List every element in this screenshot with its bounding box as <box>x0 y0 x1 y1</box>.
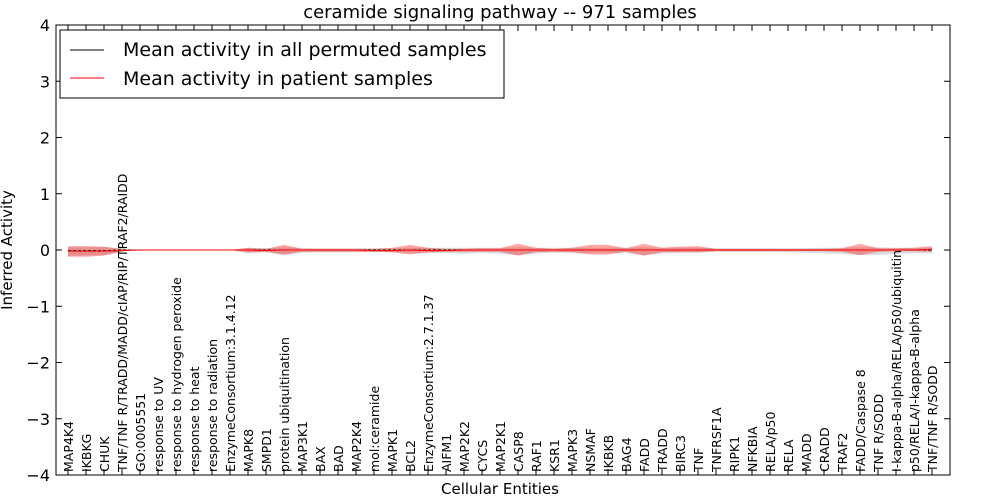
y-tick-label: 4 <box>40 16 50 35</box>
x-tick-label: response to radiation <box>205 339 220 472</box>
legend-label-patient: Mean activity in patient samples <box>123 68 433 90</box>
x-tick-label: AIFM1 <box>439 434 454 472</box>
x-tick-label: TNF <box>691 448 706 473</box>
y-tick-label: 0 <box>40 241 50 260</box>
x-tick-label: TRADD <box>655 428 670 473</box>
x-tick-label: BAD <box>331 445 346 472</box>
x-tick-label: MAP4K4 <box>61 421 76 472</box>
legend-frame <box>59 29 505 99</box>
x-tick-label: BIRC3 <box>673 435 688 472</box>
x-tick-label: BAG4 <box>619 437 634 472</box>
y-axis-label: Inferred Activity <box>0 190 16 310</box>
x-tick-label: RIPK1 <box>727 436 742 472</box>
y-tick-label: 3 <box>40 72 50 91</box>
x-tick-label: IKBKG <box>79 434 94 472</box>
x-tick-label: EnzymeConsortium:3.1.4.12 <box>223 294 238 472</box>
x-tick-label: CYCS <box>475 440 490 472</box>
x-tick-label: response to heat <box>187 366 202 472</box>
x-tick-label: response to hydrogen peroxide <box>169 277 184 472</box>
x-tick-label: NFKBIA <box>745 426 760 472</box>
x-tick-label: FADD <box>637 438 652 472</box>
x-tick-label: EnzymeConsortium:2.7.1.37 <box>421 294 436 472</box>
x-tick-label: CRADD <box>817 427 832 472</box>
x-tick-label: TNF/TNF R/SODD <box>925 366 940 473</box>
x-tick-label: NSMAF <box>583 428 598 472</box>
x-tick-label: protein ubiquitination <box>277 337 292 472</box>
x-tick-label: CASP8 <box>511 431 526 472</box>
x-tick-label: BAX <box>313 446 328 472</box>
y-tick-label: 2 <box>40 129 50 148</box>
x-tick-label: TNF/TNF R/TRADD/MADD/cIAP/RIP/TRAF2/RAID… <box>115 174 130 473</box>
x-tick-label: IKBKB <box>601 435 616 472</box>
x-tick-label: MADD <box>799 433 814 472</box>
x-tick-label: MAP2K2 <box>457 421 472 472</box>
y-tick-label: −2 <box>26 354 50 373</box>
x-tick-label: CHUK <box>97 436 112 472</box>
x-tick-label: MAP2K4 <box>349 421 364 472</box>
y-tick-label: −4 <box>26 466 50 485</box>
x-tick-label: RAF1 <box>529 440 544 472</box>
x-tick-label: MAPK3 <box>565 429 580 472</box>
x-tick-label: RELA/p50 <box>763 412 778 472</box>
x-tick-label: MAPK1 <box>385 429 400 472</box>
x-tick-label: KSR1 <box>547 439 562 472</box>
y-tick-label: 1 <box>40 185 50 204</box>
x-tick-label: mol:ceramide <box>367 386 382 472</box>
axes: −4 −3 −2 −1 0 1 2 3 4 MAP4K4 IKBKG CHUK TNF/TNF R/TR… <box>26 16 950 485</box>
x-tick-label: RELA <box>781 439 796 472</box>
x-tick-label: I-kappa-B-alpha/RELA/p50/ubiquitin <box>889 250 904 472</box>
y-tick-label: −3 <box>26 410 50 429</box>
legend: Mean activity in all permuted samples Me… <box>59 29 505 99</box>
x-tick-label: GO:0005551 <box>133 393 148 472</box>
x-axis-label: Cellular Entities <box>441 480 559 498</box>
line-series-1 <box>68 248 933 252</box>
chart-title: ceramide signaling pathway -- 971 sample… <box>303 2 697 23</box>
x-tick-label: SMPD1 <box>259 428 274 472</box>
x-tick-label: MAP3K1 <box>295 421 310 472</box>
x-tick-label: MAPK8 <box>241 429 256 472</box>
x-tick-label: BCL2 <box>403 440 418 472</box>
x-tick-label: TNF R/SODD <box>871 394 886 473</box>
x-tick-label: TRAF2 <box>835 432 850 473</box>
plot-area <box>68 243 933 257</box>
band-series-0 <box>68 247 932 256</box>
y-tick-label: −1 <box>26 297 50 316</box>
x-tick-label: TNFRSF1A <box>709 407 724 473</box>
x-tick-label: response to UV <box>151 377 166 472</box>
x-tick-label: MAP2K1 <box>493 421 508 472</box>
x-tick-label: p50/RELA/I-kappa-B-alpha <box>907 309 922 472</box>
legend-label-permuted: Mean activity in all permuted samples <box>123 39 486 61</box>
x-tick-label: FADD/Caspase 8 <box>853 369 868 472</box>
